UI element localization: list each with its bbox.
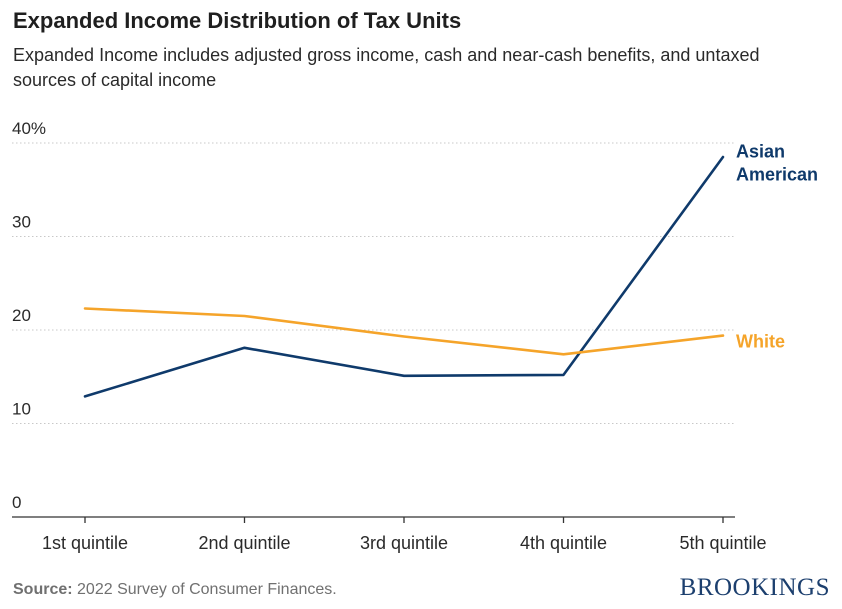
y-axis-tick-labels: 0 10 20 30 40% xyxy=(12,119,46,512)
source-note: Source: 2022 Survey of Consumer Finances… xyxy=(13,581,337,599)
series-line-white xyxy=(83,307,725,356)
y-tick-label: 20 xyxy=(12,306,31,325)
x-axis: 1st quintile 2nd quintile 3rd quintile 4th … xyxy=(12,516,767,553)
y-tick-label: 10 xyxy=(12,400,31,419)
series-label-white: White xyxy=(736,332,785,352)
brookings-logo: BROOKINGS xyxy=(679,574,830,601)
series-lines xyxy=(83,155,725,398)
x-tick-label: 1st quintile xyxy=(42,533,128,553)
series-label-asian-american: Asian American xyxy=(736,142,818,185)
x-tick-label: 2nd quintile xyxy=(198,533,290,553)
series-labels: Asian American White xyxy=(736,142,818,352)
series-line-asian-american xyxy=(83,155,725,398)
gridlines xyxy=(12,142,735,424)
x-tick-label: 5th quintile xyxy=(679,533,766,553)
source-text: 2022 Survey of Consumer Finances. xyxy=(77,581,337,598)
y-tick-label: 0 xyxy=(12,493,21,512)
y-tick-label: 30 xyxy=(12,213,31,232)
chart-subtitle: Expanded Income includes adjusted gross … xyxy=(13,45,760,90)
chart-title: Expanded Income Distribution of Tax Unit… xyxy=(13,8,462,33)
x-tick-label: 3rd quintile xyxy=(360,533,448,553)
source-label: Source: xyxy=(13,581,73,598)
x-tick-label: 4th quintile xyxy=(520,533,607,553)
y-tick-label: 40% xyxy=(12,119,46,138)
